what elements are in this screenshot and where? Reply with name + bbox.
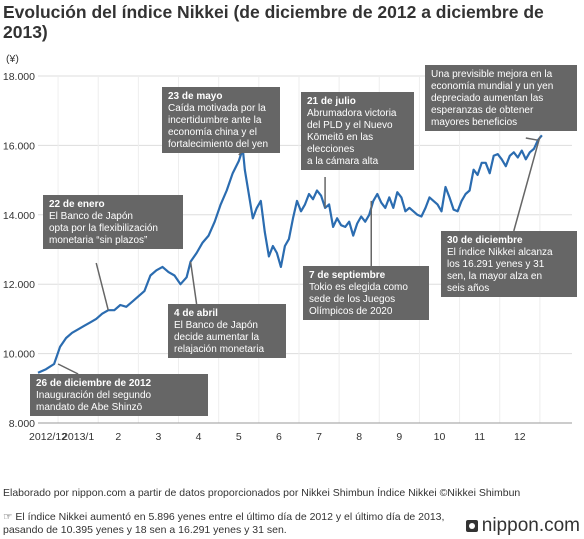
annotation-text: sede de los Juegos	[309, 294, 395, 305]
annotation-text: los 16.291 yenes y 31	[447, 259, 545, 270]
annotation-text: mandato de Abe Shinzō	[36, 402, 143, 413]
annotation-date: 22 de enero	[49, 199, 105, 210]
x-tick-label: 9	[396, 431, 402, 443]
annotation-text: relajación monetaria	[174, 344, 264, 355]
annotation-pointer	[189, 261, 198, 305]
annotation-text: El Banco de Japón	[174, 320, 258, 331]
annotation-date: 23 de mayo	[168, 91, 222, 102]
annotation-text: opta por la flexibilización	[49, 223, 158, 234]
axes: 8.000 10.000 12.000 14.000 16.000 18.000 (¥) 20…	[3, 53, 572, 443]
annotation-text: sen, la mayor alza en	[447, 271, 542, 282]
annotation-text: del PLD y el Nuevo	[307, 120, 393, 131]
brand-name: nippon.com	[481, 515, 580, 536]
annotation-box	[168, 304, 286, 358]
footnote-text: El índice Nikkei aumentó en 5.896 yenes …	[3, 511, 445, 536]
x-tick-label: 10	[434, 431, 446, 443]
x-tick-label: 5	[236, 431, 242, 443]
annotation-text: esperanzas de obtener	[431, 105, 534, 116]
annotation-pointer	[525, 137, 539, 141]
annotation-box	[441, 231, 577, 297]
annotation-pointer	[57, 363, 79, 375]
annotation-text: seis años	[447, 283, 489, 294]
source-credit: Elaborado por nippon.com a partir de dat…	[3, 487, 521, 499]
nikkei-line-chart: 8.000 10.000 12.000 14.000 16.000 18.000 (¥) 20…	[3, 53, 577, 443]
x-tick-label: 4	[196, 431, 202, 443]
annotation-pointer	[513, 136, 541, 232]
annotation-date: 21 de julio	[307, 96, 356, 107]
y-tick-label: 16.000	[3, 140, 35, 152]
annotation-text: Inauguración del segundo	[36, 390, 152, 401]
annotation-date: 4 de abril	[174, 308, 218, 319]
annotation-box	[303, 266, 429, 320]
pointing-hand-icon: ☞	[3, 511, 13, 523]
annotation-text: monetaria “sin plazos”	[49, 235, 147, 246]
annotation-pointer	[95, 262, 109, 311]
footnote: ☞ El índice Nikkei aumentó en 5.896 yenes…	[3, 511, 448, 537]
y-tick-label: 18.000	[3, 71, 35, 83]
x-tick-label: 8	[356, 431, 362, 443]
annotation-text: El índice Nikkei alcanza	[447, 247, 553, 258]
annotation-text: Tokio es elegida como	[309, 282, 408, 293]
y-unit-label: (¥)	[6, 53, 19, 65]
x-tick-label: 6	[276, 431, 282, 443]
x-tick-label: 3	[156, 431, 162, 443]
annotation-box	[425, 65, 577, 131]
x-tick-label: 2012/12	[29, 431, 67, 443]
annotation-text: Kōmeitō en las	[307, 132, 373, 143]
annotation-text: Una previsible mejora en la	[431, 69, 553, 80]
annotation-text: mayores beneficios	[431, 117, 517, 128]
annotation-text: elecciones	[307, 144, 354, 155]
brand-logo: nippon.com	[465, 515, 580, 537]
series-group	[37, 134, 543, 374]
x-tick-label: 12	[514, 431, 526, 443]
x-tick-label: 11	[474, 431, 485, 443]
x-tick-label: 2	[115, 431, 121, 443]
y-tick-label: 8.000	[9, 418, 35, 430]
annotation-box	[162, 87, 280, 153]
annotation-box	[301, 92, 414, 170]
annotation-text: fortalecimiento del yen	[168, 139, 268, 150]
annotation-text: Caída motivada por la	[168, 103, 266, 114]
annotation-box	[30, 374, 208, 416]
x-tick-label: 7	[316, 431, 322, 443]
x-tick-label: 2013/1	[62, 431, 94, 443]
annotation-text: decide aumentar la	[174, 332, 259, 343]
annotation-text: economía mundial y un yen	[431, 81, 553, 92]
annotation-text: El Banco de Japón	[49, 211, 133, 222]
annotation-box	[43, 195, 183, 249]
y-tick-label: 10.000	[3, 349, 35, 361]
series-line	[37, 134, 543, 374]
annotation-text: depreciado aumentan las	[431, 93, 543, 104]
logo-mark-icon	[465, 520, 478, 532]
annotation-text: incertidumbre ante la	[168, 115, 262, 126]
y-tick-label: 12.000	[3, 279, 35, 291]
annotation-date: 26 de diciembre de 2012	[36, 378, 152, 389]
annotation-date: 30 de diciembre	[447, 235, 523, 246]
chart-title: Evolución del índice Nikkei (de diciembr…	[3, 2, 544, 42]
annotation-text: Abrumadora victoria	[307, 108, 397, 119]
y-tick-label: 14.000	[3, 210, 35, 222]
annotation-text: a la cámara alta	[307, 156, 379, 167]
annotation-date: 7 de septiembre	[309, 270, 386, 281]
annotation-text: Olímpicos de 2020	[309, 306, 393, 317]
annotation-text: economía china y el	[168, 127, 257, 138]
